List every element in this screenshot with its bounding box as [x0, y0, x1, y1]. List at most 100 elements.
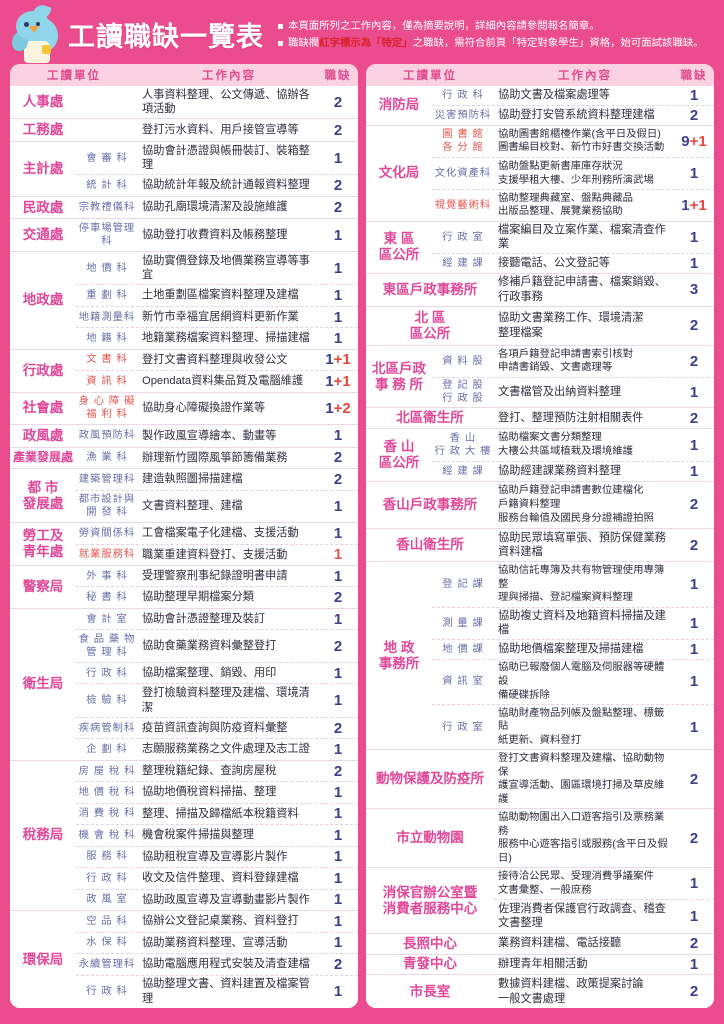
unit-group: 主計處 會 審 科 協助會計憑證與帳冊裝訂、裝箱整理 1 統 計 科 協助統計年報及統計通… — [10, 140, 358, 196]
unit-group: 消保官辦公室暨 消費者服務中心 接待洽公民眾、受理消費爭議案件 文書彙整、一般庶務 1 佐… — [366, 867, 714, 932]
sub-unit-cell — [76, 101, 138, 103]
sub-unit-cell: 政 風 室 — [86, 894, 128, 906]
right-table-header: 工讀單位 工作內容 職缺 — [366, 64, 714, 86]
unit-rows: 停車場管理科 協助登打收費資料及帳務整理 1 — [76, 219, 358, 250]
work-description-cell: 製作政風宣導繪本、動畫等 — [142, 429, 277, 442]
sub-unit-cell: 資 訊 科 — [86, 375, 128, 387]
unit-group: 東 區區公所 行 政 室 檔案編目及立案作業、檔案清查作業 1 經 建 課 接聽電話、公文… — [366, 220, 714, 273]
sub-unit-cell: 統 計 科 — [86, 180, 128, 192]
vacancy-count-value: 2 — [689, 409, 699, 427]
vacancy-count-value: 1 — [333, 259, 343, 277]
vacancy-count-cell: 1+2 — [318, 400, 358, 417]
vacancy-count-cell: 1 — [674, 576, 714, 593]
unit-name-cell: 市長室 — [409, 983, 451, 999]
table-row: 協助動物園出入口遊客指引及票務業務 服務中心遊客指引或服務(含平日及假日) 2 — [494, 809, 714, 867]
vacancy-count-cell: 1 — [318, 983, 358, 1000]
table-row: 會 審 科 協助會計憑證與帳冊裝訂、裝箱整理 1 — [76, 142, 358, 174]
unit-name-cell: 都 市發展處 — [22, 479, 64, 511]
work-description-cell: 疫苗資訊查詢與防疫資料彙整 — [142, 721, 288, 734]
vacancy-count-cell: 1 — [318, 260, 358, 277]
vacancy-count-cell: 1 — [674, 384, 714, 401]
table-row: 佐理消費者保護官行政調查、稽查 文書整理 1 — [494, 899, 714, 933]
vacancy-special-count: +2 — [333, 399, 351, 417]
sub-unit-cell: 會 計 室 — [86, 613, 128, 625]
unit-name-cell: 工務處 — [22, 122, 64, 138]
sub-unit-cell: 企 劃 科 — [86, 744, 128, 756]
vacancy-count-cell: 1 — [318, 805, 358, 822]
table-row: 資 料 股 各項戶籍登記申請書索引核對 申請書銷毀、文書處理等 2 — [432, 346, 714, 377]
vacancy-count-value: 2 — [689, 106, 699, 124]
work-description-cell: 地籍業務檔案資料整理、掃描建檔 — [142, 332, 310, 345]
unit-name-cell: 地政處 — [22, 292, 64, 308]
table-row: 行 政 室 協助財產物品列帳及盤點整理、標籤貼 紙更新、資料登打 1 — [432, 703, 714, 749]
unit-group: 長照中心 業務資料建檔、電話接聽 2 — [366, 932, 714, 954]
unit-group: 社會處身 心 障 礙福 利 科協助身心障礙換證作業等 1+2 — [10, 391, 358, 424]
sub-unit-cell: 食 品 藥 物管 理 科 — [78, 634, 136, 659]
unit-name-cell: 長照中心 — [403, 935, 457, 951]
sub-unit-cell: 機 會 稅 科 — [78, 829, 136, 841]
vacancy-special-count: +1 — [333, 351, 351, 369]
sub-unit-cell — [76, 129, 138, 131]
work-description-cell: 土地重劃區檔案資料整理及建檔 — [142, 289, 299, 302]
vacancy-count-cell: 9+1 — [674, 133, 714, 150]
vacancy-count-cell: 1 — [318, 827, 358, 844]
vacancy-count-value: 1 — [333, 805, 343, 823]
left-table-body: 人事處 人事資料整理、公文傳遞、協辦各項活動 2 工務處 登打污水資料、用戶接管宣導等 2… — [10, 86, 358, 1008]
vacancy-count-cell: 2 — [674, 935, 714, 952]
work-description-cell: 登打、整理預防注射相關表件 — [498, 412, 644, 425]
unit-name-cell: 政風處 — [22, 427, 64, 443]
work-description-cell: 協助實價登錄及地價業務宣導等事宜 — [142, 254, 310, 282]
table-row: 永續管理科 協助電腦應用程式安裝及清查建檔 2 — [76, 953, 358, 974]
sub-unit-cell: 檢 驗 科 — [86, 695, 128, 707]
vacancy-count-value: 1 — [689, 462, 699, 480]
work-description-cell: 協助政風宣導及宣導動畫影片製作 — [142, 893, 310, 906]
vacancy-count-cell: 1 — [318, 427, 358, 444]
table-row: 行 政 科 協助檔案整理、銷毀、用印 1 — [76, 661, 358, 683]
unit-group: 北區戶政事 務 所 資 料 股 各項戶籍登記申請書索引核對 申請書銷毀、文書處理等 2 登… — [366, 344, 714, 408]
column-header-vacancy: 職缺 — [324, 70, 352, 82]
unit-rows: 業務資料建檔、電話接聽 2 — [494, 934, 714, 954]
unit-rows: 身 心 障 礙福 利 科協助身心障礙換證作業等 1+2 — [76, 393, 358, 424]
work-description-cell: 登打文書資料整理及建檔、協助動物保 護宣導活動、園區環境打掃及草皮維護 — [498, 753, 665, 805]
table-row: 登 記 課 協助信託專簿及共有物管理使用專簿整 理與掃描、登記檔案資料整理 1 — [432, 562, 714, 606]
work-description-cell: 登打污水資料、用戶接管宣導等 — [142, 123, 299, 136]
vacancy-count-cell: 1+1 — [318, 373, 358, 390]
vacancy-count-cell: 1 — [674, 908, 714, 925]
sub-unit-cell: 視覺藝術科 — [434, 199, 492, 211]
vacancy-count-value: 1 — [689, 86, 699, 104]
unit-group: 北 區區公所 協助文書業務工作、環境清潔 整理檔案 2 — [366, 306, 714, 345]
vacancy-count-cell: 1 — [318, 546, 358, 563]
vacancy-count-cell: 2 — [318, 94, 358, 111]
table-row: 房 屋 稅 科整理稅籍紀錄、查詢房屋稅 2 — [76, 761, 358, 781]
table-row: 疾病管制科 疫苗資訊查詢與防疫資料彙整 2 — [76, 716, 358, 738]
unit-group: 動物保護及防疫所 登打文書資料整理及建檔、協助動物保 護宣導活動、園區環境打掃及草皮… — [366, 749, 714, 808]
table-row: 文 書 科 登打文書資料整理與收發公文 1+1 — [76, 350, 358, 370]
work-description-cell: 登打檢驗資料整理及建檔、環境清潔 — [142, 687, 310, 714]
tables-container: 工讀單位 工作內容 職缺 人事處 人事資料整理、公文傳遞、協辦各項活動 2 工務處 登打… — [0, 64, 724, 1022]
vacancy-count-cell: 2 — [674, 353, 714, 370]
page-header: 工讀職缺一覽表 本頁面所列之工作內容，僅為摘要說明，詳細內容請參閱報名簡章。 職… — [0, 0, 724, 64]
work-description-cell: 受理警察刑事紀錄證明書申請 — [142, 569, 288, 582]
vacancy-count-value: 1 — [689, 907, 699, 925]
table-row: 就業服務科 職業重建資料登打、支援活動 1 — [76, 543, 358, 565]
sub-unit-cell: 勞資關係科 — [78, 527, 136, 539]
table-row: 食 品 藥 物管 理 科協助食藥業務資料彙整登打 2 — [76, 629, 358, 661]
work-description-cell: 協助整理典藏室、盤點典藏品 出版品整理、展覽業務協助 — [498, 192, 634, 218]
vacancy-count-cell: 1 — [674, 463, 714, 480]
note-line-2: 職缺欄 紅字標示為「特定」 之職缺，需符合前頁「特定對象學生」資格，始可面試該職缺。 — [278, 35, 718, 52]
unit-group: 市長室 數據資料建檔、政策提案討論 一般文書處理 2 — [366, 974, 714, 1008]
work-description-cell: 協助盤點更新書庫庫存狀況 支援學租大樓、少年刑務所演武場 — [498, 161, 654, 186]
vacancy-count-cell: 1 — [674, 719, 714, 736]
unit-rows: 宗教禮儀科 協助孔廟環境清潔及設施維護 2 — [76, 197, 358, 218]
vacancy-count-cell: 2 — [674, 537, 714, 554]
work-description-cell: 協助會計憑證整理及裝訂 — [142, 612, 266, 625]
table-row: 建築管理科 建造執照圖掃描建檔 2 — [76, 469, 358, 489]
vacancy-count-cell: 2 — [674, 496, 714, 513]
work-description-cell: 建造執照圖掃描建檔 — [142, 473, 243, 486]
work-description-cell: 協助經建課業務資料整理 — [498, 464, 622, 477]
unit-name-cell: 北區衛生所 — [396, 410, 464, 426]
unit-rows: 修補戶籍登記申請書、檔案銷毀、 行政事務 3 — [494, 274, 714, 307]
work-description-cell: 整理、掃描及歸檔紙本稅籍資料 — [142, 807, 299, 820]
unit-rows: 政風預防科 製作政風宣導繪本、動畫等 1 — [76, 425, 358, 446]
work-description-cell: 協助食藥業務資料彙整登打 — [142, 639, 277, 652]
